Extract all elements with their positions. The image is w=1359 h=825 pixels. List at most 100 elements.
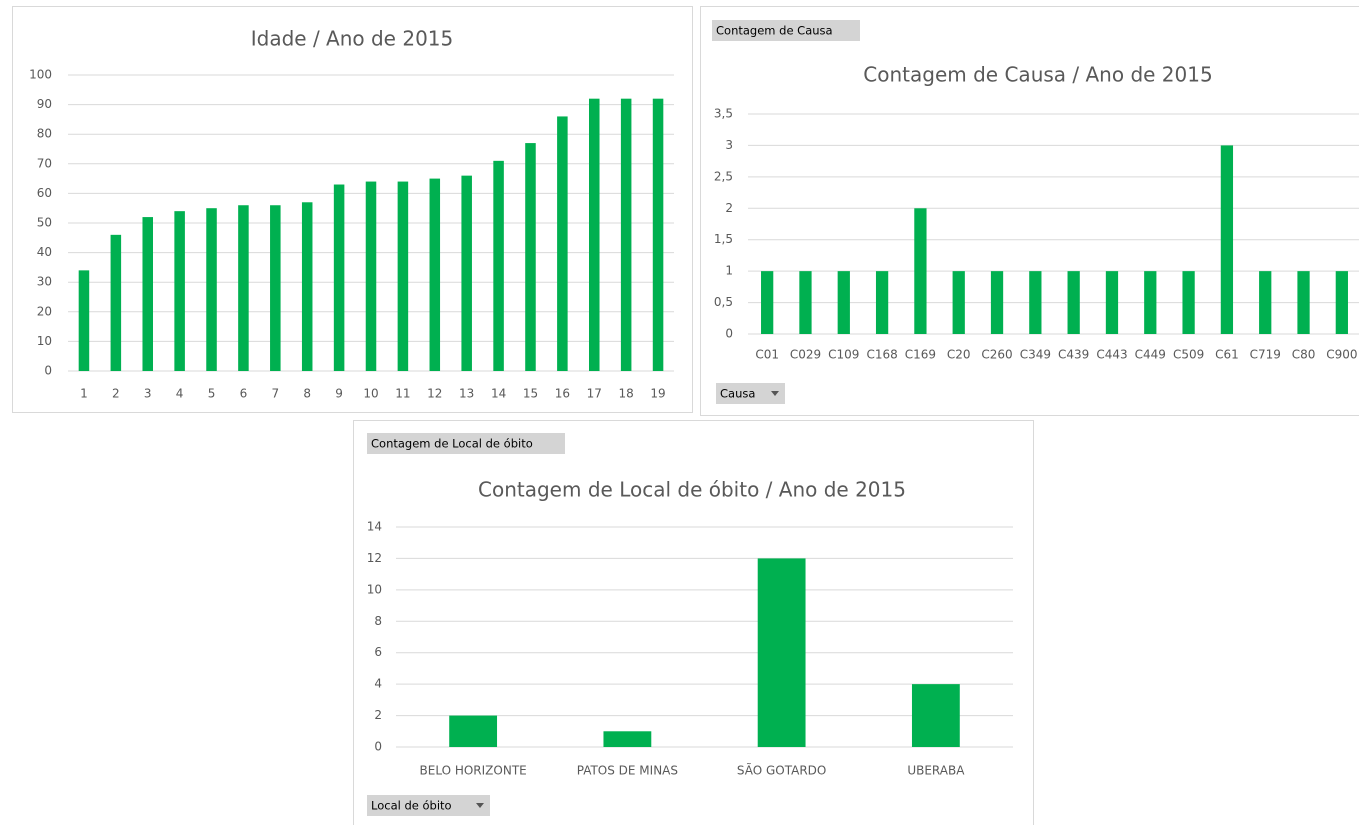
x-tick-label: C80 bbox=[1292, 348, 1316, 362]
bar bbox=[1105, 271, 1119, 334]
x-tick-label: 15 bbox=[523, 387, 538, 401]
field-button-label[interactable]: Causa bbox=[720, 387, 755, 401]
y-tick-label: 80 bbox=[37, 127, 52, 141]
bar bbox=[333, 184, 345, 371]
y-tick-label: 1 bbox=[725, 264, 733, 278]
x-tick-label: PATOS DE MINAS bbox=[577, 764, 678, 778]
field-button[interactable] bbox=[367, 795, 490, 816]
x-tick-label: C168 bbox=[866, 348, 897, 362]
bar bbox=[78, 270, 90, 371]
dropdown-arrow[interactable] bbox=[476, 803, 484, 808]
x-tick-label: SÃO GOTARDO bbox=[737, 763, 826, 778]
y-tick-label: 4 bbox=[374, 677, 382, 691]
y-tick-label: 0,5 bbox=[714, 295, 733, 309]
x-tick-label: C20 bbox=[947, 348, 971, 362]
x-tick-label: C029 bbox=[790, 348, 821, 362]
y-tick-label: 2 bbox=[374, 708, 382, 722]
x-tick-label: 4 bbox=[176, 387, 184, 401]
bar bbox=[911, 684, 960, 747]
chart-title: Idade / Ano de 2015 bbox=[251, 27, 454, 51]
field-button-label[interactable]: Contagem de Causa bbox=[716, 24, 833, 38]
bar bbox=[270, 205, 281, 371]
bar bbox=[557, 116, 568, 371]
y-tick-label: 100 bbox=[29, 68, 52, 82]
x-tick-label: 9 bbox=[335, 387, 343, 401]
x-tick-label: 13 bbox=[459, 387, 474, 401]
bar bbox=[952, 271, 965, 334]
bar bbox=[142, 217, 153, 371]
y-tick-label: 40 bbox=[37, 245, 52, 259]
y-tick-label: 14 bbox=[367, 520, 382, 534]
field-button[interactable] bbox=[367, 433, 565, 454]
y-tick-label: 1,5 bbox=[714, 232, 733, 246]
x-tick-label: C109 bbox=[828, 348, 859, 362]
x-tick-label: 8 bbox=[303, 387, 311, 401]
y-tick-label: 3 bbox=[725, 138, 733, 152]
bar bbox=[1297, 271, 1310, 334]
x-tick-label: 12 bbox=[427, 387, 442, 401]
field-button-label[interactable]: Contagem de Local de óbito bbox=[371, 437, 533, 451]
x-tick-label: 10 bbox=[363, 387, 378, 401]
x-tick-label: 11 bbox=[395, 387, 410, 401]
x-tick-label: C260 bbox=[981, 348, 1012, 362]
x-tick-label: 17 bbox=[587, 387, 602, 401]
x-tick-label: C439 bbox=[1058, 348, 1089, 362]
x-tick-label: C61 bbox=[1215, 348, 1239, 362]
y-tick-label: 90 bbox=[37, 97, 52, 111]
bar bbox=[620, 98, 632, 372]
y-tick-label: 10 bbox=[37, 334, 52, 348]
y-tick-label: 0 bbox=[725, 327, 733, 341]
field-button[interactable] bbox=[716, 383, 785, 404]
chart-title: Contagem de Local de óbito / Ano de 2015 bbox=[478, 478, 906, 502]
y-tick-label: 2 bbox=[725, 201, 733, 215]
bar bbox=[1220, 145, 1234, 334]
bar bbox=[206, 208, 217, 371]
dropdown-arrow[interactable] bbox=[771, 391, 779, 396]
chart-frame bbox=[700, 6, 1359, 416]
bar bbox=[603, 731, 652, 747]
x-tick-label: 1 bbox=[80, 387, 88, 401]
x-tick-label: 3 bbox=[144, 387, 152, 401]
bar bbox=[174, 211, 185, 371]
bar bbox=[397, 181, 409, 371]
x-tick-label: C449 bbox=[1135, 348, 1166, 362]
bar bbox=[429, 178, 441, 371]
bar bbox=[1144, 271, 1157, 334]
y-tick-label: 60 bbox=[37, 186, 52, 200]
bar bbox=[365, 181, 377, 371]
x-tick-label: C443 bbox=[1096, 348, 1127, 362]
bar bbox=[493, 160, 504, 371]
bar bbox=[1259, 271, 1272, 334]
y-tick-label: 12 bbox=[367, 551, 382, 565]
x-tick-label: 16 bbox=[555, 387, 570, 401]
bar bbox=[875, 271, 889, 334]
y-tick-label: 0 bbox=[44, 364, 52, 378]
bar bbox=[761, 271, 774, 334]
y-tick-label: 30 bbox=[37, 275, 52, 289]
chart-title: Contagem de Causa / Ano de 2015 bbox=[863, 63, 1212, 87]
y-tick-label: 3,5 bbox=[714, 107, 733, 121]
y-tick-label: 20 bbox=[37, 304, 52, 318]
bar bbox=[238, 205, 249, 371]
chart-frame bbox=[353, 420, 1034, 825]
field-button[interactable] bbox=[712, 20, 860, 41]
bar bbox=[757, 558, 806, 747]
x-tick-label: BELO HORIZONTE bbox=[420, 764, 527, 778]
x-tick-label: 6 bbox=[240, 387, 248, 401]
x-tick-label: C169 bbox=[905, 348, 936, 362]
x-tick-label: 7 bbox=[271, 387, 279, 401]
y-tick-label: 2,5 bbox=[714, 169, 733, 183]
x-tick-label: C900 bbox=[1326, 348, 1357, 362]
bar bbox=[914, 208, 927, 334]
x-tick-label: 5 bbox=[208, 387, 216, 401]
x-tick-label: 2 bbox=[112, 387, 120, 401]
y-tick-label: 8 bbox=[374, 614, 382, 628]
bar bbox=[301, 202, 313, 371]
bar bbox=[1182, 271, 1195, 334]
bar bbox=[1067, 271, 1080, 334]
bar bbox=[990, 271, 1004, 334]
field-button-label[interactable]: Local de óbito bbox=[371, 799, 452, 813]
y-tick-label: 6 bbox=[374, 645, 382, 659]
y-tick-label: 10 bbox=[367, 582, 382, 596]
